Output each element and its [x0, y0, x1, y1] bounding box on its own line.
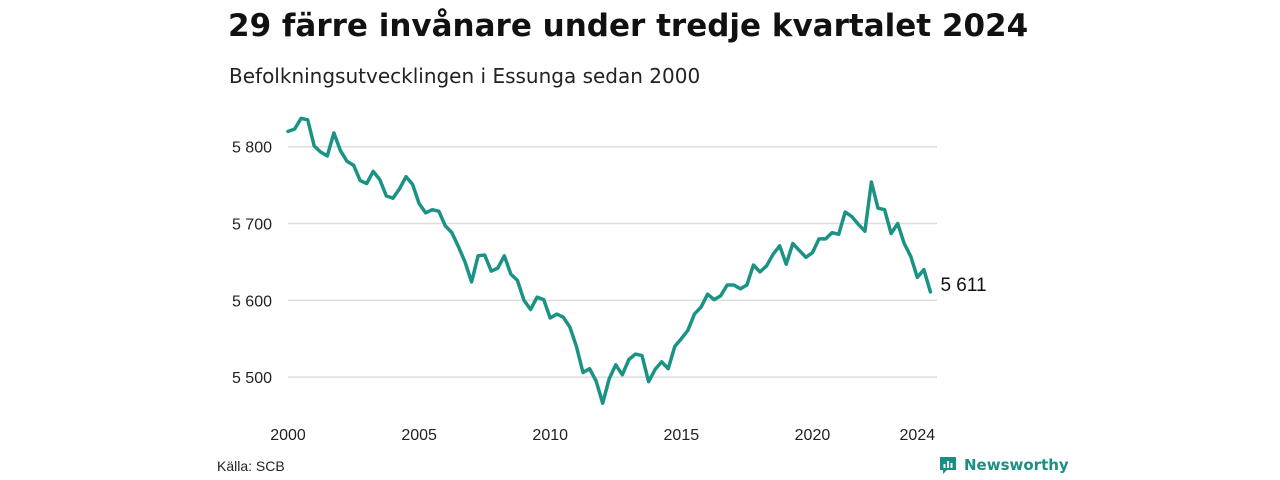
source-note: Källa: SCB — [217, 458, 285, 474]
y-tick-label: 5 700 — [232, 217, 272, 234]
brand-name: Newsworthy — [964, 456, 1069, 474]
y-tick-label: 5 500 — [232, 370, 272, 387]
y-tick-label: 5 600 — [232, 293, 272, 310]
x-tick-label: 2010 — [532, 427, 568, 444]
x-tick-label: 2000 — [270, 427, 306, 444]
chart-title: 29 färre invånare under tredje kvartalet… — [228, 8, 1029, 44]
end-value-label: 5 611 — [940, 275, 986, 296]
x-tick-label: 2015 — [664, 427, 700, 444]
x-tick-label: 2020 — [795, 427, 831, 444]
brand-logo: Newsworthy — [938, 455, 1069, 475]
newsworthy-logo-icon — [940, 457, 956, 474]
x-tick-label: 2024 — [900, 427, 936, 444]
x-tick-label: 2005 — [401, 427, 437, 444]
y-tick-label: 5 800 — [232, 140, 272, 157]
chart-subtitle: Befolkningsutvecklingen i Essunga sedan … — [229, 64, 701, 88]
series-line — [286, 116, 933, 405]
